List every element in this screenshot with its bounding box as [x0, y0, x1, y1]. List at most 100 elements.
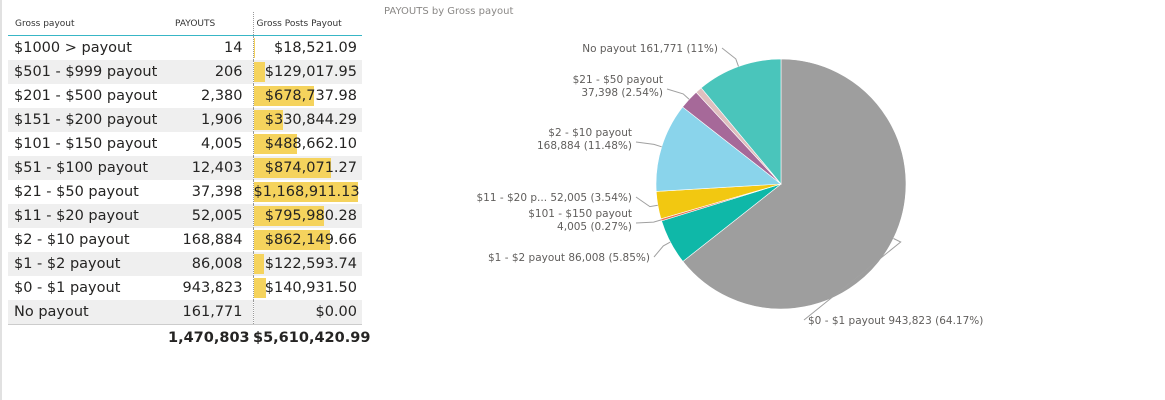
row-label: $0 - $1 payout	[14, 280, 121, 296]
table-row[interactable]: $101 - $150 payout 4,005 $488,662.10	[8, 132, 362, 156]
leader-line	[803, 238, 902, 321]
row-gross-value: $862,149.66	[264, 232, 357, 248]
row-gross-cell: $795,980.28	[252, 204, 362, 228]
table-row[interactable]: $1000 > payout 14 $18,521.09	[8, 35, 362, 60]
row-gross-cell: $140,931.50	[252, 276, 362, 300]
row-label: $21 - $50 payout	[14, 184, 139, 200]
row-gross-value: $795,980.28	[264, 208, 357, 224]
row-payouts: 86,008	[168, 252, 253, 276]
row-gross-cell: $0.00	[252, 300, 362, 325]
row-gross-cell: $330,844.29	[252, 108, 362, 132]
row-gross-value: $140,931.50	[264, 280, 357, 296]
totals-row: 1,470,803 $5,610,420.99	[8, 324, 370, 351]
row-gross-value: $678,737.98	[264, 88, 357, 104]
chart-title: PAYOUTS by Gross payout	[384, 6, 514, 17]
row-payouts: 161,771	[168, 300, 253, 325]
row-gross-value: $330,844.29	[264, 112, 357, 128]
row-gross-value: $1,168,911.13	[253, 184, 360, 200]
leader-line	[635, 141, 662, 148]
data-bar	[253, 230, 331, 250]
row-label: $1000 > payout	[14, 40, 132, 56]
row-payouts: 943,823	[182, 280, 243, 296]
column-header-gross-payout[interactable]: Gross payout	[8, 12, 168, 36]
total-gross: $5,610,420.99	[253, 324, 370, 351]
row-label: $51 - $100 payout	[8, 156, 168, 180]
payout-table: Gross payout PAYOUTS Gross Posts Payout …	[8, 12, 370, 351]
row-gross-cell: $678,737.98	[252, 84, 362, 108]
table-row[interactable]: $1 - $2 payout 86,008 $122,593.74	[8, 252, 362, 276]
row-label: $11 - $20 payout	[8, 204, 168, 228]
payout-table-visual[interactable]: Gross payout PAYOUTS Gross Posts Payout …	[8, 12, 370, 351]
row-label: $1 - $2 payout	[8, 252, 168, 276]
row-gross-cell: $862,149.66	[252, 228, 362, 252]
row-payouts: 206	[168, 60, 253, 84]
row-gross-value: $122,593.74	[264, 256, 357, 272]
row-payouts: 1,906	[168, 108, 253, 132]
table-body: $1000 > payout 14 $18,521.09 $501 - $999 pa…	[8, 35, 362, 325]
row-gross-value: $0.00	[315, 304, 357, 320]
table-row[interactable]: $501 - $999 payout 206 $129,017.95	[8, 60, 362, 84]
row-payouts: 14	[224, 40, 243, 56]
row-gross-value: $488,662.10	[264, 136, 357, 152]
data-bar	[253, 158, 332, 178]
slice-label: $1 - $2 payout 86,008 (5.85%)	[488, 252, 650, 264]
slice-label: $0 - $1 payout 943,823 (64.17%)	[808, 315, 983, 327]
table-row[interactable]: $201 - $500 payout 2,380 $678,737.98	[8, 84, 362, 108]
slice-label: $101 - $150 payout 4,005 (0.27%)	[528, 208, 632, 233]
data-bar	[253, 110, 283, 130]
leader-line	[666, 88, 690, 100]
leader-line	[635, 196, 658, 208]
pie-slice-8[interactable]	[700, 58, 782, 185]
total-payouts: 1,470,803	[168, 324, 253, 351]
row-gross-value: $18,521.09	[273, 40, 357, 56]
row-payouts: 168,884	[182, 232, 243, 248]
row-gross-cell: $488,662.10	[252, 132, 362, 156]
row-payouts: 4,005	[200, 136, 243, 152]
slice-label: No payout 161,771 (11%)	[582, 43, 718, 55]
row-payouts: 52,005	[168, 204, 253, 228]
column-header-gross-posts-payout[interactable]: Gross Posts Payout	[252, 12, 362, 36]
row-gross-cell: $874,071.27	[252, 156, 362, 180]
row-gross-value: $874,071.27	[264, 160, 357, 176]
data-bar	[253, 182, 358, 202]
data-bar	[253, 254, 265, 274]
data-bar	[253, 206, 325, 226]
canvas-left-edge	[0, 0, 2, 400]
row-label: $151 - $200 payout	[8, 108, 168, 132]
row-label: $501 - $999 payout	[8, 60, 168, 84]
table-row[interactable]: $51 - $100 payout 12,403 $874,071.27	[8, 156, 362, 180]
leader-line	[635, 219, 662, 224]
pie-slice-1[interactable]	[682, 58, 907, 310]
table-row[interactable]: No payout 161,771 $0.00	[8, 300, 362, 325]
row-gross-cell: $129,017.95	[252, 60, 362, 84]
slice-label: $21 - $50 payout 37,398 (2.54%)	[573, 74, 663, 99]
row-label: $2 - $10 payout	[14, 232, 130, 248]
row-payouts: 37,398	[191, 184, 243, 200]
table-row[interactable]: $21 - $50 payout 37,398 $1,168,911.13	[8, 180, 362, 204]
leader-line	[721, 47, 739, 67]
row-gross-cell: $122,593.74	[252, 252, 362, 276]
row-gross-cell: $1,168,911.13	[252, 180, 362, 204]
table-row[interactable]: $0 - $1 payout 943,823 $140,931.50	[8, 276, 362, 300]
column-header-payouts[interactable]: PAYOUTS	[168, 12, 253, 36]
row-gross-value: $129,017.95	[264, 64, 357, 80]
row-payouts: 2,380	[200, 88, 243, 104]
data-bar	[253, 62, 265, 82]
table-row[interactable]: $2 - $10 payout 168,884 $862,149.66	[8, 228, 362, 252]
data-bar	[253, 278, 267, 298]
leader-line	[653, 241, 671, 258]
slice-label: $2 - $10 payout 168,884 (11.48%)	[537, 127, 632, 152]
row-label: $101 - $150 payout	[14, 136, 158, 152]
row-label: No payout	[8, 300, 168, 325]
row-payouts: 12,403	[168, 156, 253, 180]
data-bar	[253, 38, 256, 58]
table-row[interactable]: $151 - $200 payout 1,906 $330,844.29	[8, 108, 362, 132]
row-label: $201 - $500 payout	[14, 88, 158, 104]
totals-label	[8, 324, 168, 351]
table-row[interactable]: $11 - $20 payout 52,005 $795,980.28	[8, 204, 362, 228]
data-bar	[253, 134, 297, 154]
row-gross-cell: $18,521.09	[252, 35, 362, 60]
slice-label: $11 - $20 p... 52,005 (3.54%)	[476, 192, 632, 204]
data-bar	[253, 86, 314, 106]
